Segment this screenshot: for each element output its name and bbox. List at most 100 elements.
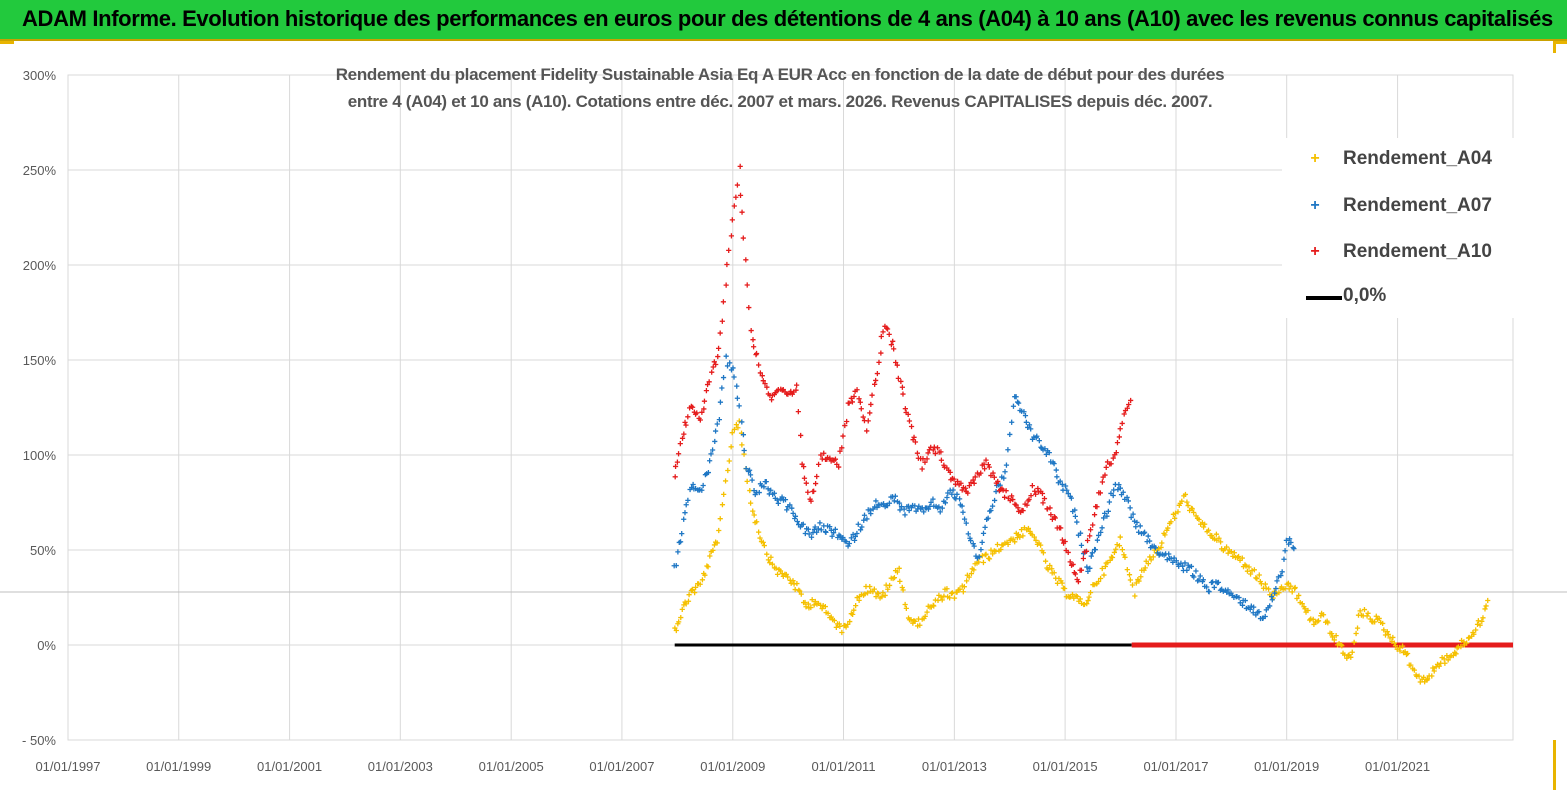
- data-point: [748, 500, 754, 506]
- data-point: [1385, 631, 1391, 637]
- y-axis-labels: - 50% 0% 50% 100% 150% 200% 250% 300%: [22, 68, 56, 748]
- data-point: [1442, 660, 1448, 666]
- data-point: [1397, 648, 1403, 654]
- data-point: [971, 543, 977, 549]
- data-point: [1045, 566, 1051, 573]
- data-point: [1307, 617, 1313, 623]
- data-point: [1025, 525, 1032, 532]
- data-point: [1065, 549, 1071, 556]
- chart-title-line-1: Rendement du placement Fidelity Sustaina…: [335, 65, 1225, 84]
- data-point: [789, 505, 795, 511]
- data-point: [1246, 564, 1252, 570]
- corner-mark-right-top: [1553, 41, 1567, 44]
- data-point: [768, 397, 775, 403]
- data-point: [873, 498, 879, 504]
- data-point: [1097, 575, 1104, 582]
- data-point: [1166, 551, 1172, 557]
- data-point: [867, 410, 873, 416]
- data-point: [1425, 676, 1431, 682]
- data-point: [968, 537, 974, 544]
- data-point: [1086, 594, 1092, 600]
- data-point: [699, 577, 706, 583]
- x-tick-label: 01/01/2009: [700, 759, 765, 774]
- data-point: [1047, 562, 1053, 569]
- data-point: [906, 418, 913, 424]
- data-point: [823, 529, 829, 535]
- data-point: [988, 547, 994, 553]
- data-point: [990, 470, 996, 476]
- data-point: [868, 511, 874, 517]
- data-point: [779, 494, 785, 500]
- data-point: [1117, 426, 1123, 432]
- data-point: [1084, 537, 1091, 544]
- data-point: [993, 488, 999, 495]
- x-tick-label: 01/01/1997: [35, 759, 100, 774]
- data-point: [1480, 615, 1486, 621]
- data-point: [1072, 571, 1079, 577]
- data-point: [1032, 488, 1038, 494]
- data-point: [717, 330, 723, 336]
- data-point: [1020, 533, 1026, 539]
- data-point: [1061, 585, 1068, 592]
- data-point: [1262, 613, 1268, 620]
- data-point: [675, 549, 681, 555]
- data-point: [1103, 464, 1109, 470]
- data-point: [880, 501, 887, 507]
- data-point: [1097, 490, 1103, 496]
- data-point: [1041, 495, 1048, 502]
- data-point: [679, 606, 685, 612]
- data-point: [1392, 643, 1399, 649]
- data-point: [1054, 474, 1060, 480]
- data-point: [882, 592, 888, 599]
- data-point: [1099, 479, 1105, 485]
- data-point: [751, 344, 757, 350]
- data-point: [1047, 505, 1053, 511]
- data-point: [1145, 560, 1151, 567]
- data-point: [1039, 490, 1046, 497]
- data-point: [1430, 665, 1436, 671]
- x-tick-label: 01/01/2013: [922, 759, 987, 774]
- data-point: [1074, 593, 1080, 600]
- data-point: [985, 461, 991, 468]
- data-point: [883, 325, 890, 331]
- data-point: [862, 591, 868, 597]
- data-point: [1013, 502, 1019, 508]
- data-point: [1320, 612, 1327, 618]
- data-point: [768, 554, 774, 560]
- data-point: [855, 521, 861, 527]
- data-point: [708, 451, 714, 457]
- data-point: [756, 489, 762, 496]
- data-point: [962, 485, 969, 491]
- data-point: [743, 257, 749, 263]
- data-point: [1333, 633, 1339, 639]
- data-point: [1196, 577, 1202, 583]
- data-point: [894, 569, 901, 575]
- data-point: [932, 450, 938, 457]
- legend-label-a10: Rendement_A10: [1343, 241, 1492, 262]
- data-point: [1036, 438, 1042, 444]
- data-point: [1380, 620, 1386, 627]
- data-point: [1231, 550, 1237, 556]
- data-point: [854, 387, 860, 393]
- data-point: [777, 568, 784, 574]
- data-point: [1121, 411, 1127, 417]
- data-point: [937, 509, 943, 515]
- data-point: [764, 551, 770, 557]
- data-point: [1236, 594, 1242, 601]
- y-tick-label: 100%: [23, 448, 57, 463]
- data-point: [939, 597, 945, 603]
- data-point: [1110, 455, 1116, 461]
- data-point: [679, 435, 686, 441]
- data-point: [1109, 554, 1116, 561]
- data-point: [1473, 627, 1479, 633]
- data-point: [1165, 525, 1171, 531]
- data-point: [679, 530, 685, 537]
- data-point: [1390, 634, 1396, 641]
- x-tick-label: 01/01/2003: [368, 759, 433, 774]
- data-point: [1087, 565, 1093, 571]
- data-point: [880, 329, 886, 335]
- data-point: [714, 421, 720, 427]
- data-point: [1091, 512, 1098, 518]
- data-point: [723, 353, 729, 359]
- data-point: [764, 384, 770, 390]
